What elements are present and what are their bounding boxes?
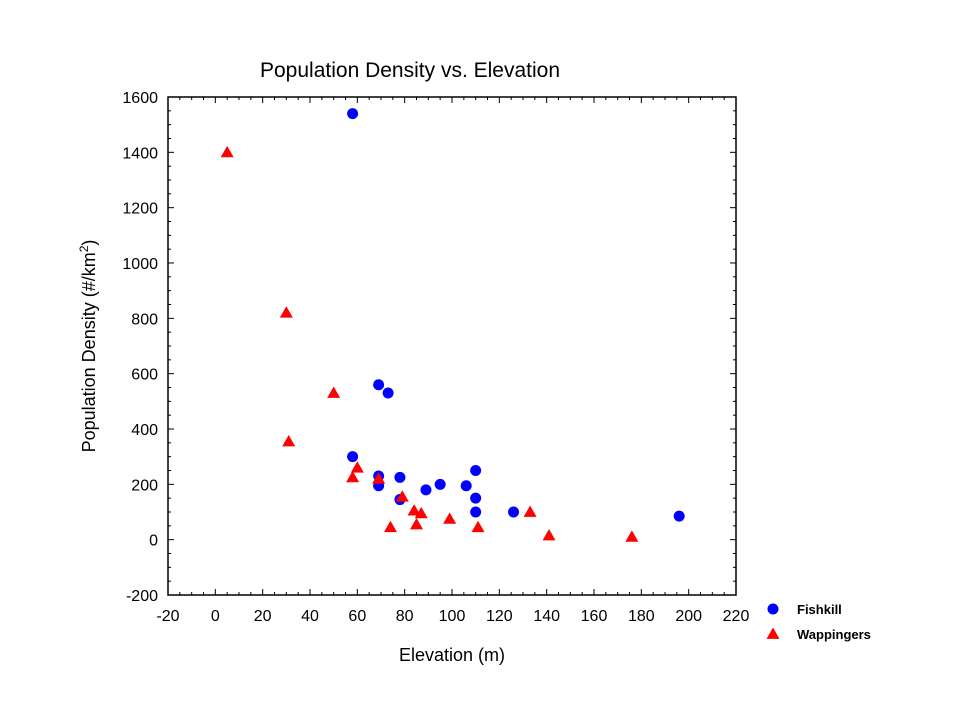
x-tick-label: 180 [628, 608, 655, 625]
wappingers-point [383, 520, 397, 533]
legend-label-wappingers: Wappingers [797, 627, 871, 642]
y-tick-label: 1000 [122, 256, 158, 273]
legend: Fishkill Wappingers [766, 602, 871, 642]
y-axis-label-superscript: 2 [77, 245, 91, 252]
x-tick-label: -20 [156, 608, 179, 625]
x-tick-label: 80 [396, 608, 414, 625]
y-tick-label: 1200 [122, 201, 158, 218]
fishkill-point [470, 492, 482, 504]
fishkill-point [382, 387, 394, 399]
fishkill-point [347, 451, 359, 463]
x-tick-label: 60 [348, 608, 366, 625]
x-tick-label: 200 [675, 608, 702, 625]
wappingers-point [443, 512, 457, 524]
x-tick-label: 0 [211, 608, 220, 625]
wappingers-point [279, 306, 293, 318]
wappingers-point [395, 490, 409, 502]
y-axis-label: Population Density (#/km2) [77, 240, 99, 453]
fishkill-point [673, 510, 685, 522]
y-tick-label: 1400 [122, 145, 158, 162]
x-tick-label: 100 [439, 608, 466, 625]
y-axis-label-main: Population Density (#/km [79, 252, 99, 452]
y-tick-label: 400 [131, 422, 158, 439]
y-axis: -200 0 200 400 600 800 1000 1200 1400 1600 [122, 90, 736, 605]
y-tick-label: 1600 [122, 90, 158, 107]
legend-marker-wappingers [766, 627, 780, 639]
wappingers-point [414, 506, 428, 519]
x-tick-label: 120 [486, 608, 513, 625]
x-tick-label: 40 [301, 608, 319, 625]
fishkill-point [347, 108, 359, 120]
wappingers-point [523, 505, 537, 517]
x-tick-label: 160 [581, 608, 608, 625]
wappingers-point [542, 529, 556, 541]
legend-marker-fishkill [767, 603, 779, 615]
y-tick-label: 0 [149, 533, 158, 550]
x-tick-label: 220 [723, 608, 750, 625]
fishkill-point [508, 506, 520, 518]
wappingers-point [410, 517, 423, 530]
wappingers-point [346, 470, 360, 483]
wappingers-point [282, 434, 296, 447]
wappingers-point [471, 520, 485, 533]
x-axis: -20 0 20 40 60 80 100 120 140 160 180 200 220 [156, 97, 749, 625]
y-tick-label: 200 [131, 477, 158, 494]
x-axis-label: Elevation (m) [399, 645, 505, 665]
x-tick-label: 140 [533, 608, 560, 625]
wappingers-point [625, 530, 639, 542]
fishkill-point [373, 379, 385, 391]
y-tick-label: 800 [131, 311, 158, 328]
data-points [220, 108, 685, 542]
fishkill-point [394, 471, 406, 483]
fishkill-point [470, 465, 482, 476]
fishkill-point [470, 506, 482, 518]
wappingers-point [350, 461, 364, 473]
wappingers-point [327, 386, 341, 398]
wappingers-point [372, 472, 386, 484]
y-tick-label: 600 [131, 367, 158, 384]
fishkill-point [434, 478, 446, 490]
chart-title: Population Density vs. Elevation [260, 59, 560, 82]
fishkill-point [420, 484, 432, 496]
x-tick-label: 20 [254, 608, 272, 625]
y-axis-label-end: ) [79, 240, 99, 246]
legend-label-fishkill: Fishkill [797, 602, 842, 617]
wappingers-point [220, 145, 234, 158]
fishkill-point [460, 480, 472, 492]
wappingers-point [407, 504, 421, 516]
y-tick-label: -200 [126, 588, 158, 605]
